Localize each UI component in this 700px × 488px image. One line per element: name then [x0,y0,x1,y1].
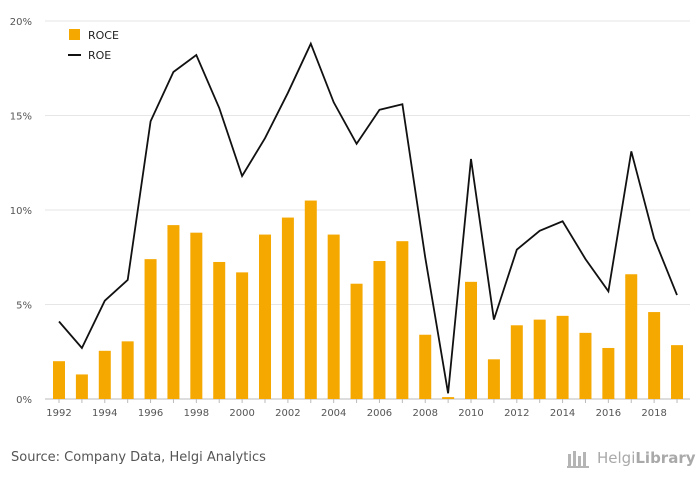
helgi-library-logo: Helgi Library [567,447,696,469]
chart-svg: 0% 5% 10% 15% 20% 1992 1994 1996 1998 2000 2002 200… [0,0,700,483]
bar-roce [282,218,294,399]
y-tick-label: 5% [16,301,32,312]
bar-roce [511,325,523,399]
bar-roce [465,282,477,399]
logo-text-light: Helgi [597,449,635,467]
chart: 0% 5% 10% 15% 20% 1992 1994 1996 1998 2000 2002 200… [0,0,700,483]
bar-roce [396,241,408,399]
bar-roce [305,201,317,399]
x-tick-label: 1996 [138,408,163,419]
x-tick-label: 2012 [504,408,529,419]
bar-roce [259,235,271,399]
library-icon [567,448,593,468]
x-tick-label: 2018 [641,408,666,419]
bar-roce [76,374,88,399]
bar-roce [488,359,500,399]
bar-roce [534,320,546,399]
bar-roce [145,259,157,399]
x-tick-label: 2014 [550,408,575,419]
bar-roce [419,335,431,399]
y-tick-label: 0% [16,395,32,406]
source-note: Source: Company Data, Helgi Analytics [11,450,266,465]
logo-text-bold: Library [635,449,695,467]
bar-roce [53,361,65,399]
bar-roce [442,397,454,399]
x-tick-label: 2008 [413,408,438,419]
x-tick-label: 2002 [275,408,300,419]
bar-roce [236,272,248,399]
x-tick-label: 2010 [458,408,483,419]
bar-roce [579,333,591,399]
y-tick-label: 15% [10,112,32,123]
bar-roce [557,316,569,399]
x-tick-label: 2006 [367,408,392,419]
bar-roce [373,261,385,399]
x-tick-label: 2004 [321,408,346,419]
bar-roce [122,341,134,399]
bar-roce [625,274,637,399]
legend-label-roe: ROE [88,49,111,62]
bar-roce [328,235,340,399]
x-tick-label: 1998 [184,408,209,419]
legend-label-roce: ROCE [88,29,119,42]
x-tick-label: 2016 [596,408,621,419]
bar-roce [190,233,202,399]
y-tick-label: 20% [10,17,32,28]
x-tick-label: 1994 [92,408,117,419]
bar-roce [351,284,363,399]
bar-roce [602,348,614,399]
bar-roce [671,345,683,399]
bar-roce [99,351,111,399]
bar-roce [213,262,225,399]
x-tick-label: 2000 [229,408,254,419]
bar-roce [648,312,660,399]
y-tick-label: 10% [10,206,32,217]
legend-swatch-roce [69,29,80,40]
bar-roce [167,225,179,399]
x-tick-label: 1992 [46,408,71,419]
